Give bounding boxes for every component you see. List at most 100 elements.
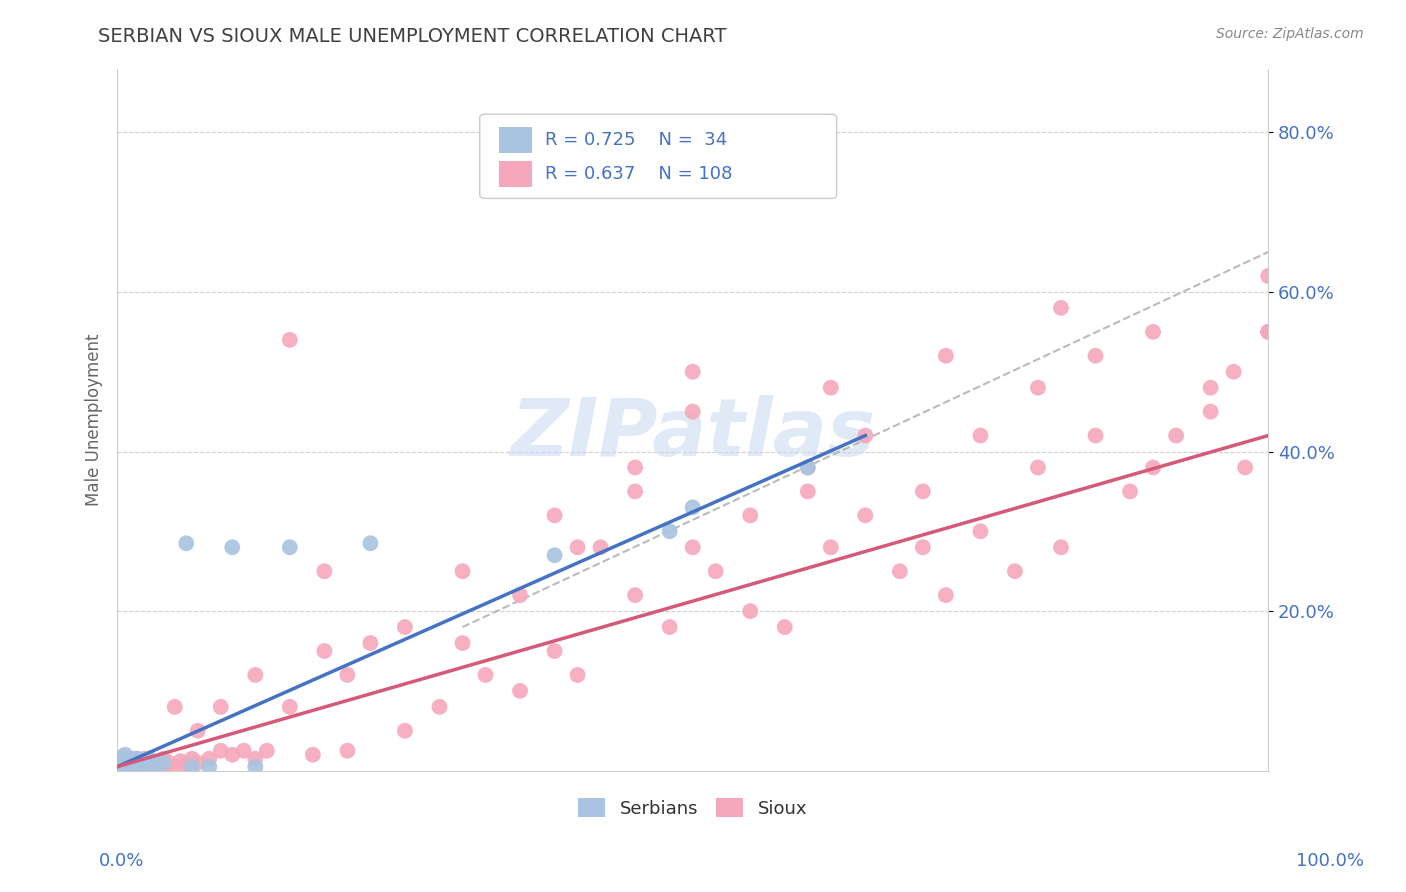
Point (131, 756, 153, 770)
Point (152, 756, 174, 770)
Point (108, 756, 131, 770)
Point (911, 484, 934, 499)
Point (221, 747, 243, 762)
Point (111, 749, 134, 764)
Point (118, 760, 141, 774)
Point (169, 754, 191, 768)
Point (1142, 460, 1164, 475)
Point (124, 760, 146, 774)
Point (1119, 484, 1142, 499)
Point (111, 760, 134, 774)
Point (1026, 381, 1049, 395)
Point (124, 757, 146, 772)
FancyBboxPatch shape (479, 114, 837, 198)
Point (853, 508, 876, 523)
Point (111, 752, 134, 766)
Point (146, 760, 169, 774)
Point (187, 723, 209, 738)
Point (198, 760, 221, 774)
Text: R = 0.637    N = 108: R = 0.637 N = 108 (546, 165, 733, 183)
Point (624, 588, 647, 602)
Point (181, 760, 204, 774)
Point (1257, 325, 1279, 339)
Point (112, 757, 135, 772)
Point (359, 536, 381, 550)
Point (152, 752, 174, 766)
Point (543, 644, 565, 658)
Point (124, 754, 146, 768)
Point (451, 636, 474, 650)
Point (136, 756, 159, 770)
Point (1004, 564, 1026, 578)
Point (509, 588, 531, 602)
Point (122, 754, 145, 768)
Point (121, 757, 143, 772)
Point (1084, 349, 1107, 363)
Point (658, 524, 681, 539)
Point (740, 508, 762, 523)
Point (509, 684, 531, 698)
Point (131, 754, 153, 768)
Point (278, 333, 301, 347)
Point (1199, 404, 1222, 418)
Point (935, 588, 957, 602)
Point (115, 756, 138, 770)
Point (110, 752, 132, 766)
Point (969, 524, 991, 539)
Point (682, 404, 704, 418)
Point (451, 564, 474, 578)
Point (114, 752, 136, 766)
Point (429, 699, 451, 714)
Point (314, 564, 336, 578)
Point (117, 757, 139, 772)
Point (114, 747, 136, 762)
Point (1222, 365, 1244, 379)
Point (1142, 325, 1164, 339)
Point (127, 752, 149, 766)
Point (163, 699, 186, 714)
Bar (499, 161, 531, 187)
Point (221, 541, 243, 555)
Point (1164, 428, 1187, 442)
Point (682, 541, 704, 555)
Point (121, 760, 143, 774)
Text: ZIPatlas: ZIPatlas (510, 394, 875, 473)
Point (143, 760, 166, 774)
Point (118, 760, 141, 774)
Point (256, 744, 278, 758)
Point (682, 500, 704, 515)
Point (658, 620, 681, 634)
Point (820, 541, 842, 555)
Point (149, 756, 172, 770)
Bar (499, 127, 531, 153)
Text: 0.0%: 0.0% (98, 852, 143, 870)
Point (198, 752, 221, 766)
Text: R = 0.725    N =  34: R = 0.725 N = 34 (546, 131, 727, 149)
Point (359, 636, 381, 650)
Point (474, 668, 496, 682)
Point (114, 756, 136, 770)
Point (120, 756, 142, 770)
Point (112, 757, 135, 772)
Point (624, 484, 647, 499)
Point (1257, 268, 1279, 283)
Point (135, 754, 157, 768)
Point (157, 756, 180, 770)
Point (138, 760, 160, 774)
Y-axis label: Male Unemployment: Male Unemployment (86, 334, 103, 506)
Point (889, 564, 911, 578)
Point (174, 536, 197, 550)
Point (1199, 381, 1222, 395)
Point (624, 460, 647, 475)
Point (394, 620, 416, 634)
Point (336, 668, 359, 682)
Point (187, 756, 209, 770)
Point (773, 620, 796, 634)
Point (138, 752, 160, 766)
Legend: Serbians, Sioux: Serbians, Sioux (571, 791, 814, 825)
Point (118, 752, 141, 766)
Point (174, 757, 197, 772)
Point (209, 744, 232, 758)
Point (1050, 541, 1073, 555)
Point (567, 541, 589, 555)
